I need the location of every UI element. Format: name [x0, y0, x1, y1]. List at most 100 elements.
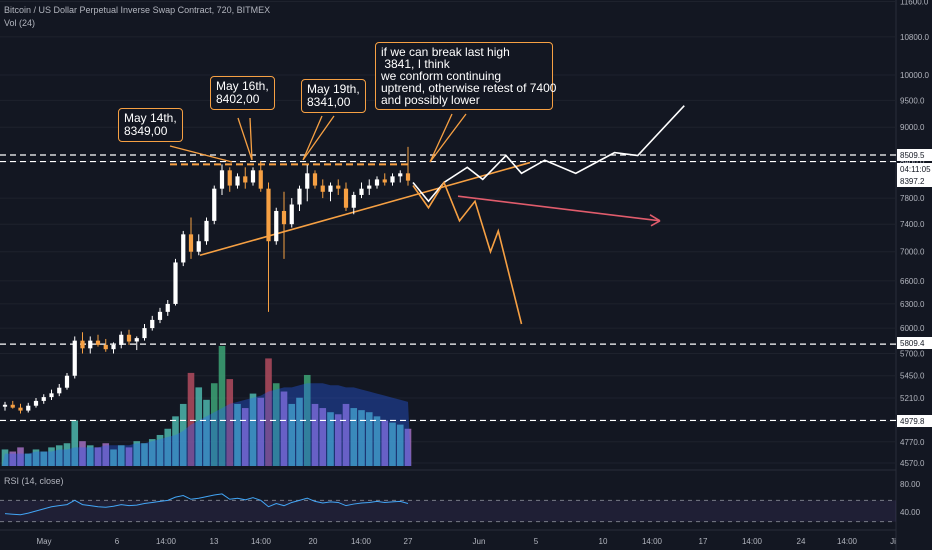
- volume-bar: [249, 393, 257, 466]
- candle-body: [18, 407, 23, 411]
- callout-may16: May 16th, 8402,00: [210, 76, 275, 110]
- bearish-projection-path: [412, 180, 523, 325]
- y-tick-label: 5450.0: [900, 372, 925, 381]
- candle-body: [374, 179, 380, 186]
- candle-body: [173, 262, 178, 304]
- candle-body: [351, 194, 356, 208]
- candle-body: [95, 340, 101, 345]
- volume-bar: [133, 441, 141, 466]
- y-tick-label: 8400.0: [900, 157, 925, 166]
- candle-body: [26, 405, 31, 411]
- volume-bar: [303, 374, 311, 466]
- candle-body: [142, 328, 147, 339]
- candle-body: [305, 173, 310, 189]
- volume-bar: [79, 441, 86, 466]
- volume-bar: [389, 422, 396, 466]
- y-tick-label: 4570.0: [900, 459, 925, 468]
- candle-body: [405, 173, 411, 181]
- volume-bar: [179, 403, 187, 466]
- volume-bar: [17, 447, 24, 466]
- y-tick-label: 7000.0: [900, 248, 925, 257]
- x-tick-label: 24: [797, 537, 806, 546]
- x-tick-label: 27: [404, 537, 413, 546]
- volume-bar: [187, 372, 195, 466]
- volume-bar: [358, 410, 365, 466]
- volume-bar: [234, 403, 241, 466]
- price-label: 04:11:05: [900, 165, 931, 174]
- volume-bar: [40, 451, 48, 466]
- volume-bar: [257, 397, 265, 466]
- candle-body: [57, 387, 62, 394]
- volume-bar: [288, 403, 296, 466]
- volume-bar: [226, 379, 234, 466]
- candle-body: [10, 404, 15, 408]
- candle-body: [235, 176, 240, 186]
- callout-may19: May 19th, 8341,00: [301, 79, 366, 113]
- volume-bar: [327, 412, 334, 466]
- x-tick-label: 13: [210, 537, 219, 546]
- y-tick-label: 6300.0: [900, 300, 925, 309]
- price-label-bg: [897, 175, 932, 187]
- trendline: [199, 161, 531, 257]
- y-tick-label: 10800.0: [900, 33, 929, 42]
- y-tick-label: 7400.0: [900, 220, 925, 229]
- x-tick-label: 14:00: [156, 537, 177, 546]
- callout-may14: May 14th, 8349,00: [118, 108, 183, 142]
- candle-body: [312, 173, 318, 186]
- volume-bar: [172, 416, 179, 466]
- candle-body: [289, 204, 294, 225]
- candle-body: [165, 303, 170, 312]
- x-tick-label: 5: [534, 537, 539, 546]
- rsi-band: [0, 500, 896, 522]
- callout-pointer-may16: [237, 117, 253, 161]
- candle-body: [274, 210, 279, 242]
- y-tick-label: 5210.0: [900, 394, 925, 403]
- volume-bar: [9, 451, 17, 466]
- volume-bar: [218, 346, 226, 466]
- y-tick-label: 5700.0: [900, 350, 925, 359]
- volume-bar: [272, 383, 280, 466]
- price-label-bg: [897, 337, 932, 349]
- x-tick-label: 10: [599, 537, 608, 546]
- bullish-projection-path: [412, 105, 685, 203]
- volume-bar: [156, 434, 164, 466]
- candle-body: [243, 176, 248, 183]
- volume-bar: [350, 408, 358, 466]
- candle-body: [64, 375, 70, 388]
- y-tick-label: 6000.0: [900, 324, 925, 333]
- price-label-bg: [897, 415, 932, 427]
- candle-body: [390, 176, 395, 183]
- candle-body: [41, 397, 46, 401]
- candle-body: [250, 170, 256, 183]
- volume-bar: [365, 412, 373, 466]
- candle-body: [103, 344, 108, 350]
- rsi-indicator-label: RSI (14, close): [4, 476, 64, 486]
- x-tick-label: Jun: [473, 537, 486, 546]
- volume-bar: [396, 424, 404, 466]
- candle-body: [367, 185, 372, 189]
- volume-bar: [241, 408, 249, 466]
- volume-bar: [265, 358, 272, 466]
- volume-bar: [32, 449, 40, 466]
- volume-bar: [203, 399, 210, 466]
- volume-bar: [164, 428, 172, 466]
- price-label: 8397.2: [900, 177, 925, 186]
- x-tick-label: 14:00: [351, 537, 372, 546]
- x-tick-label: Ji: [890, 537, 896, 546]
- volume-bar: [381, 420, 389, 466]
- candle-body: [219, 170, 225, 189]
- volume-bar: [195, 387, 203, 466]
- volume-bar: [55, 445, 63, 466]
- volume-bar: [48, 447, 55, 466]
- x-tick-label: 14:00: [642, 537, 663, 546]
- volume-bar: [86, 445, 94, 466]
- volume-bar: [110, 449, 117, 466]
- candle-body: [88, 340, 93, 349]
- callout-pointer-may14: [169, 145, 233, 163]
- callout-pointer-may19: [302, 115, 335, 161]
- volume-bar: [63, 443, 71, 466]
- y-tick-label: 6600.0: [900, 277, 925, 286]
- candle-body: [134, 338, 139, 342]
- volume-bar: [24, 453, 32, 466]
